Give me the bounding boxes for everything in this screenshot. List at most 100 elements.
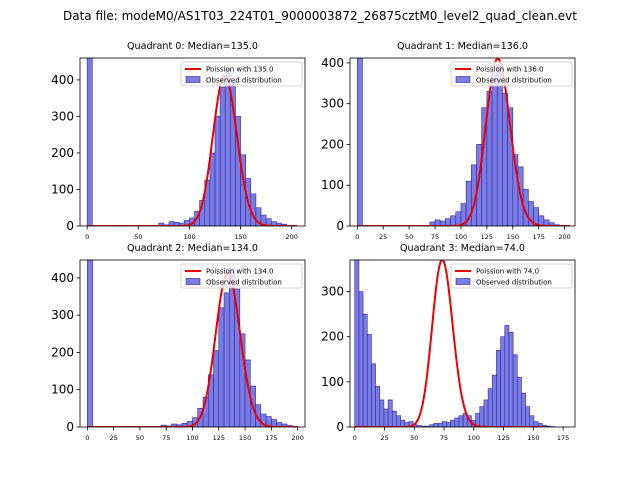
x-tick-label: 175 — [265, 434, 277, 442]
histogram-bar — [504, 325, 510, 427]
legend: Poission with 134.0 Observed distribution — [180, 263, 303, 289]
x-tick-label: 125 — [213, 434, 225, 442]
y-tick-label: 300 — [51, 308, 74, 322]
histogram-bar — [479, 406, 485, 427]
histogram-bar — [209, 152, 216, 226]
histogram-bar — [491, 74, 498, 226]
y-tick-label: 100 — [51, 182, 74, 196]
legend: Poission with 135.0 Observed distribution — [180, 61, 303, 87]
histogram-bar — [548, 222, 555, 226]
y-tick-label: 400 — [321, 56, 344, 70]
histogram-bar — [362, 313, 368, 427]
y-tick-label: 200 — [321, 330, 344, 344]
x-tick-label: 100 — [455, 233, 467, 241]
x-tick-label: 75 — [162, 434, 170, 442]
x-tick-label: 150 — [239, 434, 251, 442]
x-tick-label: 125 — [497, 434, 509, 442]
legend-bar-label: Observed distribution — [206, 77, 282, 85]
histogram-bar — [437, 423, 443, 427]
x-tick-label: 100 — [186, 434, 198, 442]
histogram-bar — [496, 64, 503, 226]
x-tick-label: 25 — [110, 434, 118, 442]
x-tick-label: 50 — [134, 233, 142, 241]
legend-box — [450, 263, 573, 289]
y-tick-label: 0 — [336, 420, 344, 434]
x-tick-label: 200 — [285, 233, 297, 241]
x-tick-label: 0 — [85, 434, 89, 442]
legend-bar-swatch — [455, 278, 471, 285]
histogram-bar — [441, 421, 447, 427]
panel-title: Quadrant 0: Median=135.0 — [127, 41, 258, 52]
histogram-bar — [521, 392, 526, 427]
poisson-curve — [354, 260, 546, 427]
histogram-bar — [525, 406, 531, 427]
panel-title: Quadrant 3: Median=74.0 — [400, 243, 525, 254]
y-tick-label: 0 — [66, 219, 74, 233]
x-tick-label: 25 — [380, 434, 388, 442]
legend: Poission with 74.0 Observed distribution — [450, 263, 573, 289]
quadrant-1-panel: Quadrant 1: Median=136.0 0 25 50 75 100 125 150… — [321, 41, 576, 241]
histogram-bar — [371, 363, 376, 427]
histogram-bar — [529, 415, 535, 427]
x-tick-label: 150 — [527, 434, 539, 442]
histogram-bar — [516, 377, 522, 427]
histogram-bar — [433, 423, 439, 427]
legend-box — [180, 61, 303, 87]
x-tick-label: 175 — [532, 233, 544, 241]
legend-bar-label: Observed distribution — [476, 279, 552, 287]
histogram-bar — [366, 334, 372, 427]
histogram-bar — [458, 415, 464, 427]
quadrant-0-panel: Quadrant 0: Median=135.0 0 50 100 150 200 0 100… — [51, 41, 306, 241]
quadrant-2-panel: Quadrant 2: Median=134.0 0 25 50 75 100 125 150… — [51, 243, 306, 442]
legend-bar-label: Observed distribution — [476, 77, 552, 85]
histogram-bar — [375, 386, 381, 427]
poisson-curve — [87, 74, 297, 226]
plot-area — [354, 260, 556, 427]
legend-line-label: Poission with 134.0 — [206, 268, 274, 276]
y-tick-label: 100 — [321, 375, 344, 389]
x-tick-label: 75 — [431, 233, 439, 241]
histogram-bar — [213, 350, 220, 427]
panel-title: Quadrant 1: Median=136.0 — [397, 41, 528, 52]
y-tick-label: 0 — [66, 420, 74, 434]
x-tick-label: 200 — [558, 233, 570, 241]
figure-title: Data file: modeM0/AS1T03_224T01_90000038… — [63, 9, 577, 23]
legend-box — [450, 61, 573, 87]
histogram-bar — [483, 399, 489, 427]
x-tick-label: 150 — [234, 233, 246, 241]
legend-line-label: Poission with 136.0 — [476, 66, 544, 74]
axes-frame — [349, 259, 576, 428]
histogram-bar — [358, 291, 364, 427]
panel-title: Quadrant 2: Median=134.0 — [127, 243, 258, 254]
axes-frame — [79, 57, 306, 227]
histogram-bar — [446, 422, 451, 427]
histogram-bar — [512, 354, 518, 427]
histogram-bar — [87, 260, 93, 427]
axes-frame — [349, 57, 576, 227]
y-tick-label: 300 — [321, 285, 344, 299]
histogram-bar — [219, 86, 226, 226]
x-tick-label: 50 — [136, 434, 144, 442]
x-tick-label: 100 — [183, 233, 195, 241]
poisson-curve — [357, 58, 570, 226]
x-tick-label: 200 — [291, 434, 303, 442]
y-tick-label: 200 — [321, 137, 344, 151]
legend: Poission with 136.0 Observed distribution — [450, 61, 573, 87]
x-tick-label: 50 — [410, 434, 418, 442]
histogram-bar — [508, 331, 514, 427]
histogram-bar — [491, 374, 497, 427]
legend-line-label: Poission with 135.0 — [206, 66, 274, 74]
y-tick-label: 200 — [51, 345, 74, 359]
histogram-bar — [214, 116, 221, 226]
histogram-bar — [379, 399, 385, 427]
histogram-bar — [383, 408, 389, 427]
plot-area — [356, 58, 570, 226]
histogram-bar — [396, 415, 401, 427]
y-tick-label: 200 — [51, 146, 74, 160]
y-tick-label: 400 — [51, 271, 74, 285]
y-tick-label: 300 — [321, 97, 344, 111]
x-tick-label: 0 — [355, 233, 359, 241]
histogram-bar — [218, 307, 225, 427]
legend-bar-label: Observed distribution — [206, 279, 282, 287]
y-tick-label: 300 — [51, 109, 74, 123]
